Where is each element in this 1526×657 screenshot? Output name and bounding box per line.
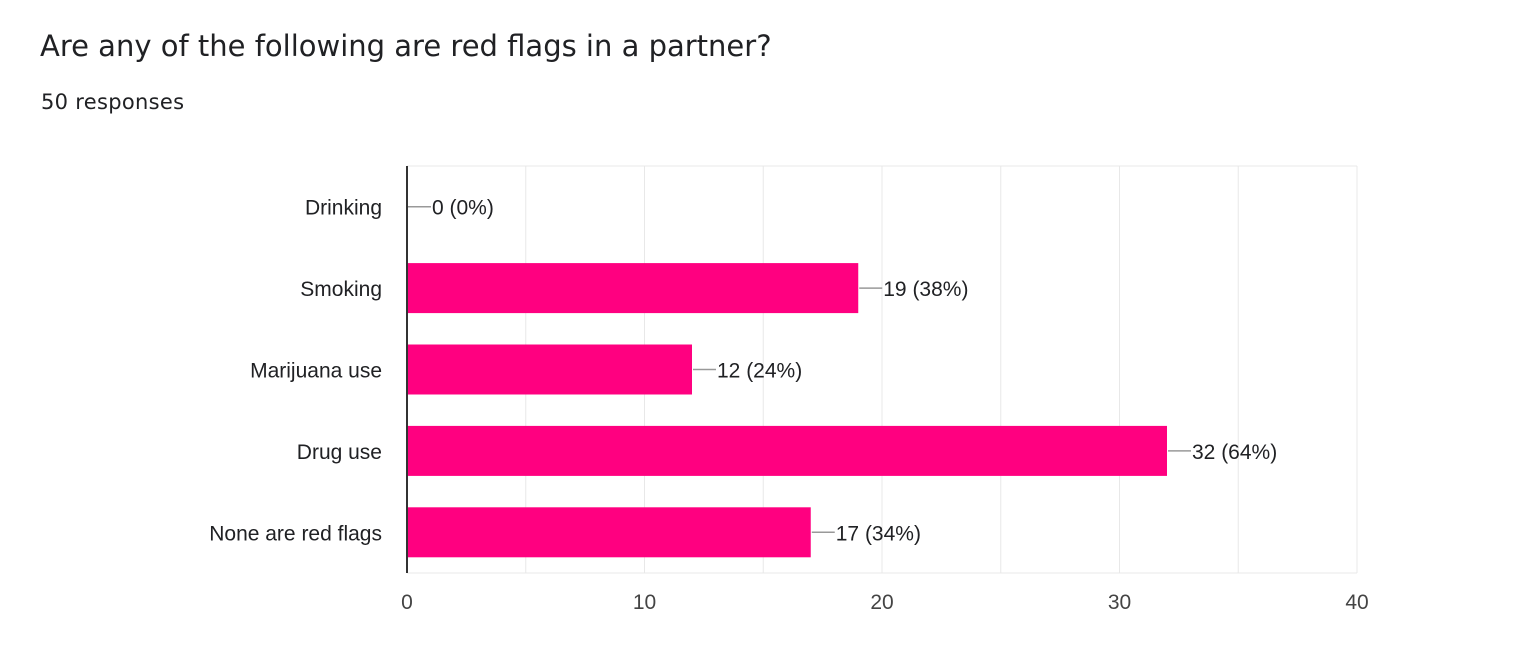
- category-label: Drug use: [297, 441, 382, 464]
- x-tick-label: 40: [1345, 591, 1368, 614]
- bar: [408, 344, 692, 395]
- category-label: Drinking: [305, 197, 382, 220]
- value-label: 17 (34%): [836, 522, 921, 545]
- value-label: 12 (24%): [717, 360, 802, 383]
- bar: [408, 263, 859, 314]
- x-tick-label: 30: [1108, 591, 1131, 614]
- value-label: 0 (0%): [432, 197, 494, 220]
- x-tick-label: 10: [633, 591, 656, 614]
- x-tick-label: 20: [870, 591, 893, 614]
- response-count: 50 responses: [41, 90, 185, 114]
- question-title: Are any of the following are red flags i…: [40, 29, 772, 63]
- category-label: Smoking: [300, 278, 382, 301]
- bar: [408, 425, 1167, 476]
- bar: [408, 507, 811, 558]
- category-label: Marijuana use: [250, 360, 382, 383]
- value-label: 19 (38%): [883, 278, 968, 301]
- category-label: None are red flags: [209, 522, 382, 545]
- value-label: 32 (64%): [1192, 441, 1277, 464]
- x-tick-label: 0: [401, 591, 413, 614]
